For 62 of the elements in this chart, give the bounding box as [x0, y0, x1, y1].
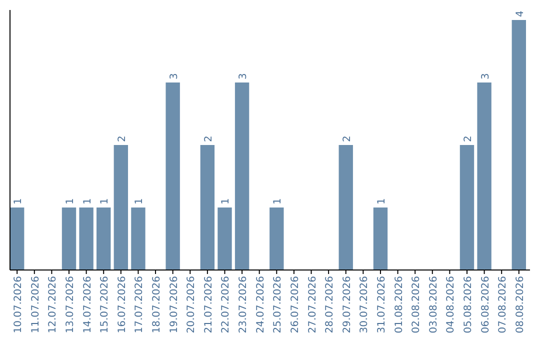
- x-tick-label: 19.07.2026: [168, 276, 180, 334]
- x-tick-label: 28.07.2026: [324, 276, 336, 334]
- bar: [166, 82, 180, 270]
- x-tick-label: 11.07.2026: [30, 276, 42, 334]
- x-tick-label: 05.08.2026: [462, 276, 474, 334]
- x-tick-label: 25.07.2026: [272, 276, 284, 334]
- x-tick-label: 04.08.2026: [446, 276, 457, 334]
- data-label: 2: [462, 136, 474, 142]
- x-tick-label: 16.07.2026: [116, 276, 128, 334]
- bar: [62, 208, 76, 270]
- data-label: 2: [203, 136, 214, 142]
- x-tick-label: 17.07.2026: [134, 276, 146, 334]
- x-tick-label: 24.07.2026: [255, 276, 266, 334]
- x-tick-label: 31.07.2026: [376, 276, 388, 334]
- data-label: 2: [342, 136, 353, 142]
- bar: [512, 20, 526, 270]
- x-tick-label: 06.08.2026: [480, 276, 492, 334]
- data-label: 1: [376, 198, 388, 204]
- x-tick-label: 29.07.2026: [342, 276, 353, 334]
- bar: [477, 82, 492, 270]
- data-label: 2: [116, 136, 128, 142]
- x-tick-label: 14.07.2026: [82, 276, 94, 334]
- data-label: 4: [514, 10, 526, 17]
- data-label: 1: [82, 198, 94, 204]
- x-tick-label: 30.07.2026: [359, 276, 370, 334]
- bar: [338, 145, 353, 270]
- data-label: 3: [238, 73, 250, 80]
- x-tick-label: 21.07.2026: [203, 276, 214, 334]
- x-tick-label: 13.07.2026: [65, 276, 76, 334]
- data-label: 3: [480, 73, 492, 80]
- x-tick-label: 01.08.2026: [394, 276, 405, 334]
- bar: [218, 208, 232, 270]
- data-label: 1: [134, 198, 146, 204]
- bar: [96, 208, 111, 270]
- data-label: 1: [220, 198, 232, 204]
- x-tick-label: 20.07.2026: [186, 276, 198, 334]
- bar: [131, 208, 146, 270]
- x-tick-label: 15.07.2026: [100, 276, 111, 334]
- bar: [373, 208, 388, 270]
- x-tick-label: 07.08.2026: [498, 276, 509, 334]
- x-tick-label: 27.07.2026: [307, 276, 318, 334]
- data-label: 1: [272, 198, 284, 204]
- x-tick-label: 26.07.2026: [290, 276, 301, 334]
- x-tick-label: 10.07.2026: [13, 276, 24, 334]
- bar: [270, 208, 284, 270]
- x-tick-label: 12.07.2026: [48, 276, 59, 334]
- bar: [460, 145, 474, 270]
- x-tick-label: 03.08.2026: [428, 276, 440, 334]
- data-label: 1: [13, 198, 24, 204]
- x-tick-label: 22.07.2026: [220, 276, 232, 334]
- x-tick-label: 08.08.2026: [514, 276, 526, 334]
- bar: [234, 82, 250, 270]
- bar: [114, 145, 128, 270]
- x-tick-label: 18.07.2026: [152, 276, 163, 334]
- x-tick-label: 02.08.2026: [411, 276, 422, 334]
- bar: [10, 208, 24, 270]
- bar: [200, 145, 215, 270]
- bar: [79, 208, 94, 270]
- x-tick-label: 23.07.2026: [238, 276, 250, 334]
- data-label: 3: [168, 73, 180, 80]
- data-label: 1: [65, 198, 76, 204]
- data-label: 1: [100, 198, 111, 204]
